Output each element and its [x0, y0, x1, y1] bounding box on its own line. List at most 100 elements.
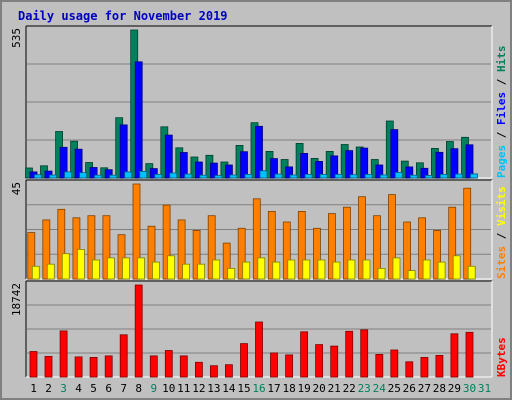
x-tick-label-day-28: 28 — [433, 382, 446, 395]
bar-sites-day-2 — [42, 219, 51, 280]
bar-visits-day-2 — [46, 263, 55, 280]
bar-files-day-24 — [375, 164, 384, 179]
bar-visits-day-6 — [107, 257, 115, 280]
bar-pages-day-10 — [169, 172, 178, 179]
bar-visits-day-14 — [227, 267, 236, 280]
x-tick-label-day-20: 20 — [312, 382, 325, 395]
bar-files-day-18 — [285, 166, 294, 179]
bar-files-day-10 — [164, 134, 173, 179]
bar-pages-day-24 — [379, 174, 388, 179]
x-tick-label-day-13: 13 — [207, 382, 220, 395]
x-tick-label-day-8: 8 — [135, 382, 142, 395]
bar-visits-day-16 — [257, 257, 266, 280]
bar-files-day-23 — [360, 147, 369, 179]
x-tick-label-day-22: 22 — [343, 382, 356, 395]
bar-pages-day-22 — [349, 174, 358, 179]
legend-entry-hits: Hits — [495, 46, 508, 73]
bar-sites-day-17 — [267, 210, 276, 280]
x-tick-label-day-4: 4 — [75, 382, 82, 395]
bar-sites-day-25 — [388, 194, 396, 280]
bar-pages-day-7 — [124, 171, 133, 179]
bar-pages-day-12 — [199, 174, 208, 179]
bar-pages-day-16 — [259, 170, 268, 179]
bar-kbytes-day-25 — [390, 349, 399, 378]
x-tick-label-day-16: 16 — [252, 382, 265, 395]
y-max-label: 45 — [10, 182, 23, 195]
bar-sites-day-1 — [27, 232, 36, 280]
bar-visits-day-19 — [302, 259, 311, 280]
x-tick-label-day-9: 9 — [150, 382, 157, 395]
bar-sites-day-30 — [463, 187, 472, 280]
bar-visits-day-3 — [61, 253, 70, 280]
x-tick-label-day-18: 18 — [282, 382, 295, 395]
bar-kbytes-day-30 — [465, 331, 474, 378]
bar-sites-day-11 — [177, 219, 186, 280]
x-tick-label-day-1: 1 — [30, 382, 37, 395]
bar-kbytes-day-18 — [285, 354, 294, 378]
bar-kbytes-day-1 — [29, 351, 38, 378]
x-tick-label-day-27: 27 — [418, 382, 431, 395]
bar-files-day-14 — [224, 164, 233, 179]
bar-visits-day-20 — [317, 259, 326, 280]
x-tick-label-day-19: 19 — [297, 382, 310, 395]
y-max-label: 18742 — [10, 283, 23, 316]
bar-pages-day-4 — [79, 172, 87, 179]
bar-pages-day-30 — [470, 173, 478, 179]
bar-pages-day-23 — [364, 173, 373, 179]
bar-kbytes-day-5 — [89, 356, 98, 378]
legend-separator: / — [495, 226, 508, 246]
x-tick-label-day-29: 29 — [448, 382, 461, 395]
bar-files-day-13 — [209, 162, 218, 179]
bar-sites-day-8 — [132, 183, 141, 280]
legend-entry-visits: Visits — [495, 186, 508, 226]
bar-sites-day-24 — [373, 215, 381, 280]
bar-kbytes-day-11 — [179, 355, 188, 378]
bar-visits-day-30 — [467, 265, 476, 280]
bar-visits-day-17 — [272, 261, 281, 280]
bar-pages-day-18 — [289, 174, 298, 179]
bar-visits-day-7 — [122, 257, 130, 280]
bar-visits-day-13 — [212, 259, 221, 280]
x-tick-label-day-3: 3 — [60, 382, 67, 395]
bar-pages-day-19 — [304, 173, 313, 179]
bar-files-day-20 — [315, 160, 324, 179]
bar-sites-day-5 — [87, 215, 96, 280]
bar-visits-day-25 — [392, 257, 401, 280]
bar-kbytes-day-17 — [270, 352, 278, 378]
bar-files-day-3 — [59, 146, 68, 179]
bar-files-day-8 — [134, 61, 143, 179]
bar-sites-day-23 — [358, 196, 366, 280]
x-tick-label-day-30: 30 — [463, 382, 476, 395]
legend-separator: / — [495, 72, 508, 92]
legend-entry-pages: Pages — [495, 145, 508, 178]
bar-kbytes-day-15 — [240, 343, 248, 378]
bar-files-day-9 — [149, 168, 158, 179]
bar-pages-day-9 — [154, 173, 163, 179]
bar-sites-day-15 — [237, 227, 246, 280]
bar-sites-day-21 — [327, 213, 336, 280]
x-tick-label-day-25: 25 — [388, 382, 401, 395]
bar-sites-day-19 — [297, 210, 306, 280]
bar-kbytes-day-16 — [255, 321, 263, 378]
x-tick-label-day-26: 26 — [403, 382, 416, 395]
bar-visits-day-12 — [197, 263, 206, 280]
bar-files-day-22 — [345, 150, 354, 179]
bar-files-day-11 — [179, 152, 188, 179]
x-tick-label-day-14: 14 — [222, 382, 236, 395]
x-tick-label-day-15: 15 — [237, 382, 250, 395]
bar-files-day-19 — [300, 152, 309, 179]
x-tick-label-day-11: 11 — [177, 382, 190, 395]
x-tick-label-day-17: 17 — [267, 382, 280, 395]
legend-entry-sites: Sites — [495, 246, 508, 279]
bar-kbytes-day-19 — [300, 331, 309, 378]
bar-kbytes-day-10 — [164, 350, 173, 378]
bar-sites-day-10 — [162, 204, 171, 280]
x-tick-label-day-21: 21 — [328, 382, 341, 395]
bar-files-day-28 — [435, 151, 444, 179]
bar-kbytes-day-3 — [59, 330, 68, 378]
bar-pages-day-25 — [394, 172, 403, 179]
bar-pages-day-29 — [454, 173, 463, 179]
bar-pages-day-3 — [64, 171, 72, 179]
legend-separator: / — [495, 125, 508, 145]
